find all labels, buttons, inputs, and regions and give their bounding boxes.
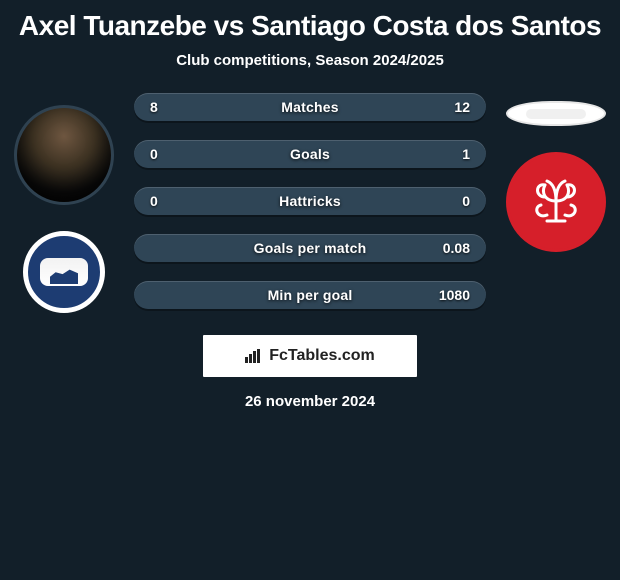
attribution: FcTables.com	[203, 335, 417, 377]
right-side	[500, 83, 612, 252]
stat-row: 0 Goals 1	[134, 140, 486, 168]
left-side	[8, 83, 120, 313]
stat-label: Matches	[134, 99, 486, 115]
page-subtitle: Club competitions, Season 2024/2025	[0, 46, 620, 83]
forest-tree-icon	[525, 171, 587, 233]
stat-right-value: 1080	[436, 287, 470, 303]
player-avatar-right	[506, 101, 606, 126]
player-avatar-left	[14, 105, 114, 205]
page-title: Axel Tuanzebe vs Santiago Costa dos Sant…	[0, 0, 620, 46]
stat-right-value: 0.08	[436, 240, 470, 256]
comparison-panel: 8 Matches 12 0 Goals 1 0 Hattricks 0 Goa…	[0, 83, 620, 313]
stat-row: Goals per match 0.08	[134, 234, 486, 262]
stat-right-value: 0	[436, 193, 470, 209]
stat-right-value: 1	[436, 146, 470, 162]
stat-right-value: 12	[436, 99, 470, 115]
club-badge-left	[23, 231, 105, 313]
stats-list: 8 Matches 12 0 Goals 1 0 Hattricks 0 Goa…	[120, 83, 500, 309]
date-text: 26 november 2024	[0, 377, 620, 410]
club-badge-right	[506, 152, 606, 252]
stat-row: 8 Matches 12	[134, 93, 486, 121]
stat-label: Goals per match	[134, 240, 486, 256]
stat-label: Min per goal	[134, 287, 486, 303]
stat-row: 0 Hattricks 0	[134, 187, 486, 215]
stat-row: Min per goal 1080	[134, 281, 486, 309]
bars-icon	[245, 349, 263, 363]
stat-label: Goals	[134, 146, 486, 162]
stat-label: Hattricks	[134, 193, 486, 209]
attribution-text: FcTables.com	[269, 347, 375, 365]
